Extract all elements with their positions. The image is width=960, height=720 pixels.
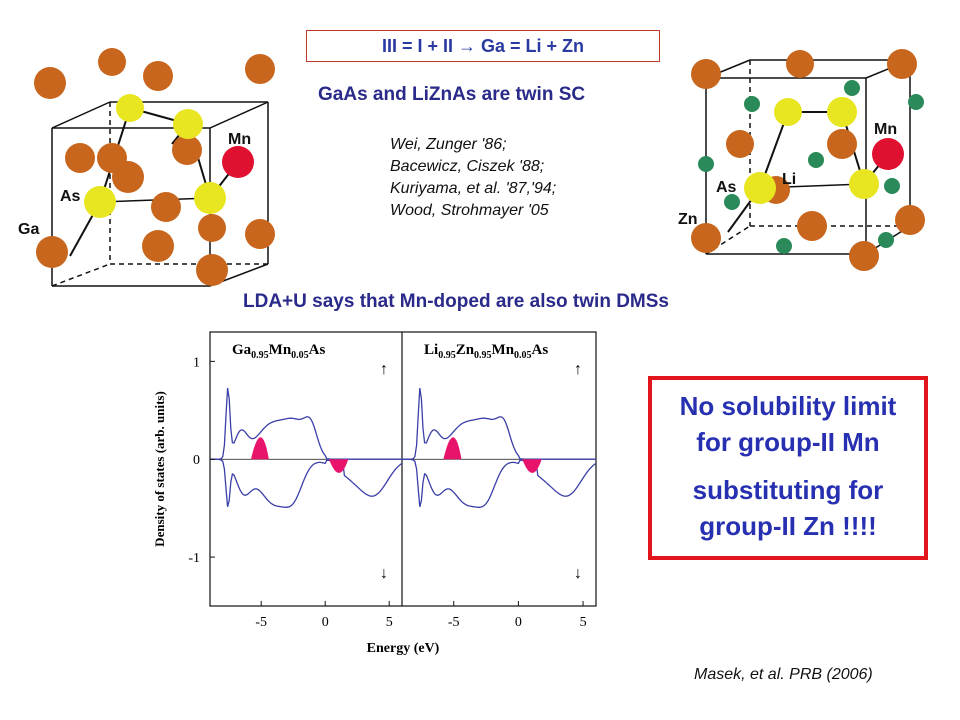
reference-item: Wood, Strohmayer '05 [390, 202, 549, 219]
liznas-crystal-figure: Mn As Li Zn [678, 49, 925, 271]
y-axis-label: Density of states (arb. units) [152, 391, 167, 547]
callout-line: No solubility limit [679, 391, 897, 421]
x-tick-label: 0 [322, 615, 329, 630]
spin-up-arrow: ↑ [380, 361, 388, 378]
callout-line: for group-II Mn [696, 427, 880, 457]
mn-minority-fill [329, 459, 349, 473]
gaas-crystal-figure: Mn As Ga [18, 48, 275, 287]
spin-down-dos-line [402, 458, 597, 508]
spin-up-dos-line [210, 388, 402, 460]
y-tick-label: 0 [193, 453, 200, 468]
callout-line: substituting for [692, 475, 884, 505]
panel-title: Li0.95Zn0.95Mn0.05As [424, 342, 548, 361]
spin-down-arrow: ↓ [574, 565, 582, 582]
x-tick-label: 0 [515, 615, 522, 630]
x-axis-label: Energy (eV) [367, 641, 440, 656]
spin-up-arrow: ↑ [574, 361, 582, 378]
reference-item: Kuriyama, et al. '87,'94; [390, 180, 557, 197]
callout-line: group-II Zn !!!! [699, 511, 877, 541]
solubility-callout: No solubility limit for group-II Mn subs… [648, 376, 928, 560]
y-tick-label: 1 [193, 355, 200, 370]
x-tick-label: 5 [580, 615, 587, 630]
mn-label: Mn [874, 121, 897, 138]
ga-label: Ga [18, 221, 39, 238]
x-tick-label: -5 [448, 615, 460, 630]
spin-down-arrow: ↓ [380, 565, 388, 582]
lda-u-statement: LDA+U says that Mn-doped are also twin D… [243, 291, 669, 312]
as-label: As [60, 188, 81, 205]
li-label: Li [782, 171, 796, 188]
twin-sc-heading: GaAs and LiZnAs are twin SC [318, 84, 586, 105]
spin-down-dos-line [210, 458, 403, 508]
x-tick-label: 5 [386, 615, 393, 630]
dos-chart: -5 0 5 Ga0.95Mn0.05As ↑ ↓ -5 0 5 Li0.95Zn0.95Mn0.… [152, 331, 597, 656]
reference-item: Bacewicz, Ciszek '88; [390, 158, 545, 175]
mn-majority-fill [250, 437, 269, 460]
citation: Masek, et al. PRB (2006) [694, 666, 873, 683]
plot-frame [209, 331, 597, 607]
as-label: As [716, 179, 737, 196]
substitution-rule: III = I + II → Ga = Li + Zn [306, 30, 660, 62]
y-tick-label: -1 [188, 551, 200, 566]
x-tick-label: -5 [255, 615, 267, 630]
mn-majority-fill [443, 437, 462, 460]
zn-label: Zn [678, 211, 698, 228]
reference-list: Wei, Zunger '86; Bacewicz, Ciszek '88; K… [390, 134, 556, 222]
mn-label: Mn [228, 131, 251, 148]
spin-up-dos-line [402, 388, 596, 460]
reference-item: Wei, Zunger '86; [390, 136, 507, 153]
panel-title: Ga0.95Mn0.05As [232, 342, 326, 361]
mn-minority-fill [522, 459, 542, 473]
